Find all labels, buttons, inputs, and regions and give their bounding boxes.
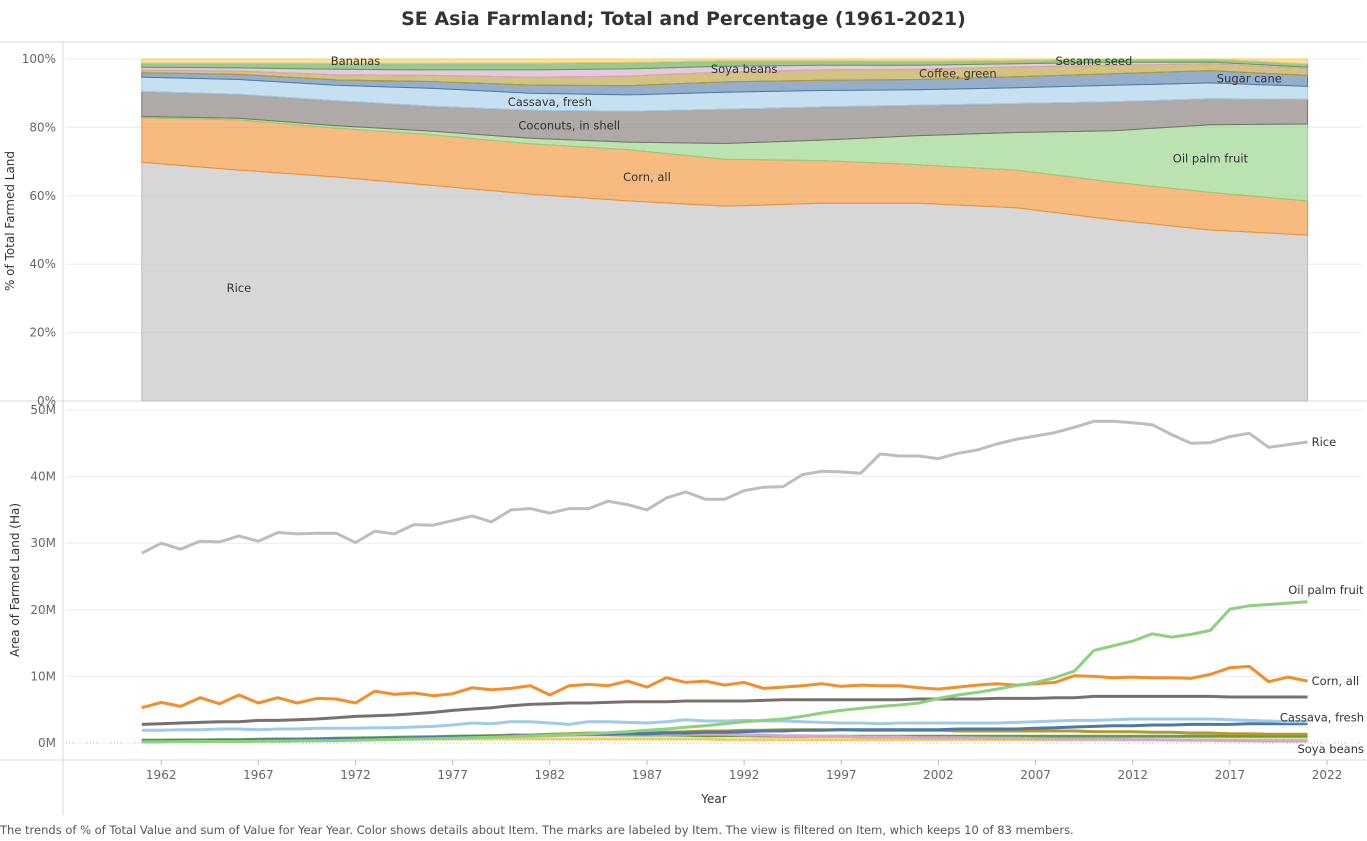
line-chart: [141, 419, 1308, 744]
x-tick-label: 2022: [1312, 768, 1343, 782]
x-tick-label: 2007: [1020, 768, 1051, 782]
line-label-soya-beans: Soya beans: [1297, 742, 1364, 756]
x-tick-label: 1962: [146, 768, 177, 782]
x-tick-label: 1967: [243, 768, 274, 782]
chart-caption: The trends of % of Total Value and sum o…: [0, 823, 1074, 837]
area-y-tick-label: 100%: [22, 52, 56, 66]
line-label-oil-palm-fruit: Oil palm fruit: [1288, 583, 1364, 597]
line-coconuts-in-shell: [141, 694, 1308, 726]
line-cassava-fresh: [141, 717, 1308, 732]
area-label-soya-beans: Soya beans: [711, 62, 778, 76]
x-tick-label: 1982: [535, 768, 566, 782]
x-axis-label: Year: [700, 792, 726, 806]
line-label-cassava-fresh: Cassava, fresh: [1280, 711, 1364, 725]
line-gridlines: [66, 409, 1362, 744]
line-y-tick-label: 30M: [30, 536, 56, 550]
area-label-cassava-fresh: Cassava, fresh: [508, 95, 592, 109]
x-tick-label: 1987: [632, 768, 663, 782]
area-label-rice: Rice: [227, 281, 252, 295]
x-tick-label: 1992: [729, 768, 760, 782]
line-sugar-cane: [141, 722, 1308, 743]
line-oil-palm-fruit: [141, 600, 1308, 744]
area-label-coconuts-in-shell: Coconuts, in shell: [518, 118, 620, 132]
area-y-tick-label: 40%: [29, 257, 56, 271]
line-y-axis-label: Area of Farmed Land (Ha): [8, 503, 22, 657]
line-y-ticks: 0M 10M 20M 30M 40M 50M: [30, 403, 56, 750]
line-rice: [141, 419, 1308, 555]
area-label-sesame-seed: Sesame seed: [1055, 54, 1132, 68]
x-tick-label: 2017: [1215, 768, 1246, 782]
chart-title: SE Asia Farmland; Total and Percentage (…: [401, 8, 966, 30]
line-y-tick-label: 20M: [30, 603, 56, 617]
stacked-area-chart: [141, 58, 1309, 402]
area-label-corn-all: Corn, all: [623, 170, 671, 184]
line-y-tick-label: 0M: [38, 736, 56, 750]
area-label-coffee-green: Coffee, green: [919, 66, 997, 80]
x-tick-label: 2002: [923, 768, 954, 782]
line-y-tick-label: 50M: [30, 403, 56, 417]
x-tick-label: 1972: [340, 768, 371, 782]
line-corn-all: [141, 664, 1308, 710]
area-bananas: [141, 58, 1309, 65]
area-y-ticks: 0% 20% 40% 60% 80% 100%: [22, 52, 56, 408]
line-label-corn-all: Corn, all: [1312, 674, 1360, 688]
area-label-bananas: Bananas: [331, 54, 381, 68]
area-y-axis-label: % of Total Farmed Land: [3, 151, 17, 291]
x-axis-ticks: 1962 1967 1972 1977 1982 1987 1992 1997 2002 2007…: [146, 760, 1342, 782]
area-label-sugar-cane: Sugar cane: [1217, 71, 1282, 85]
x-tick-label: 1977: [437, 768, 468, 782]
area-mark-labels: Bananas Soya beans Sesame seed Coffee, gree…: [227, 54, 1282, 295]
area-label-oil-palm-fruit: Oil palm fruit: [1173, 152, 1249, 166]
line-mark-labels: Rice Oil palm fruit Corn, all Cassava, fres…: [1280, 435, 1364, 756]
line-y-tick-label: 40M: [30, 470, 56, 484]
line-y-tick-label: 10M: [30, 669, 56, 683]
x-tick-label: 1997: [826, 768, 857, 782]
area-y-tick-label: 20%: [29, 326, 56, 340]
area-y-tick-label: 60%: [29, 189, 56, 203]
line-label-rice: Rice: [1312, 435, 1337, 449]
area-y-tick-label: 80%: [29, 120, 56, 134]
x-tick-label: 2012: [1117, 768, 1148, 782]
area-y-tick-label: 0%: [37, 394, 56, 408]
